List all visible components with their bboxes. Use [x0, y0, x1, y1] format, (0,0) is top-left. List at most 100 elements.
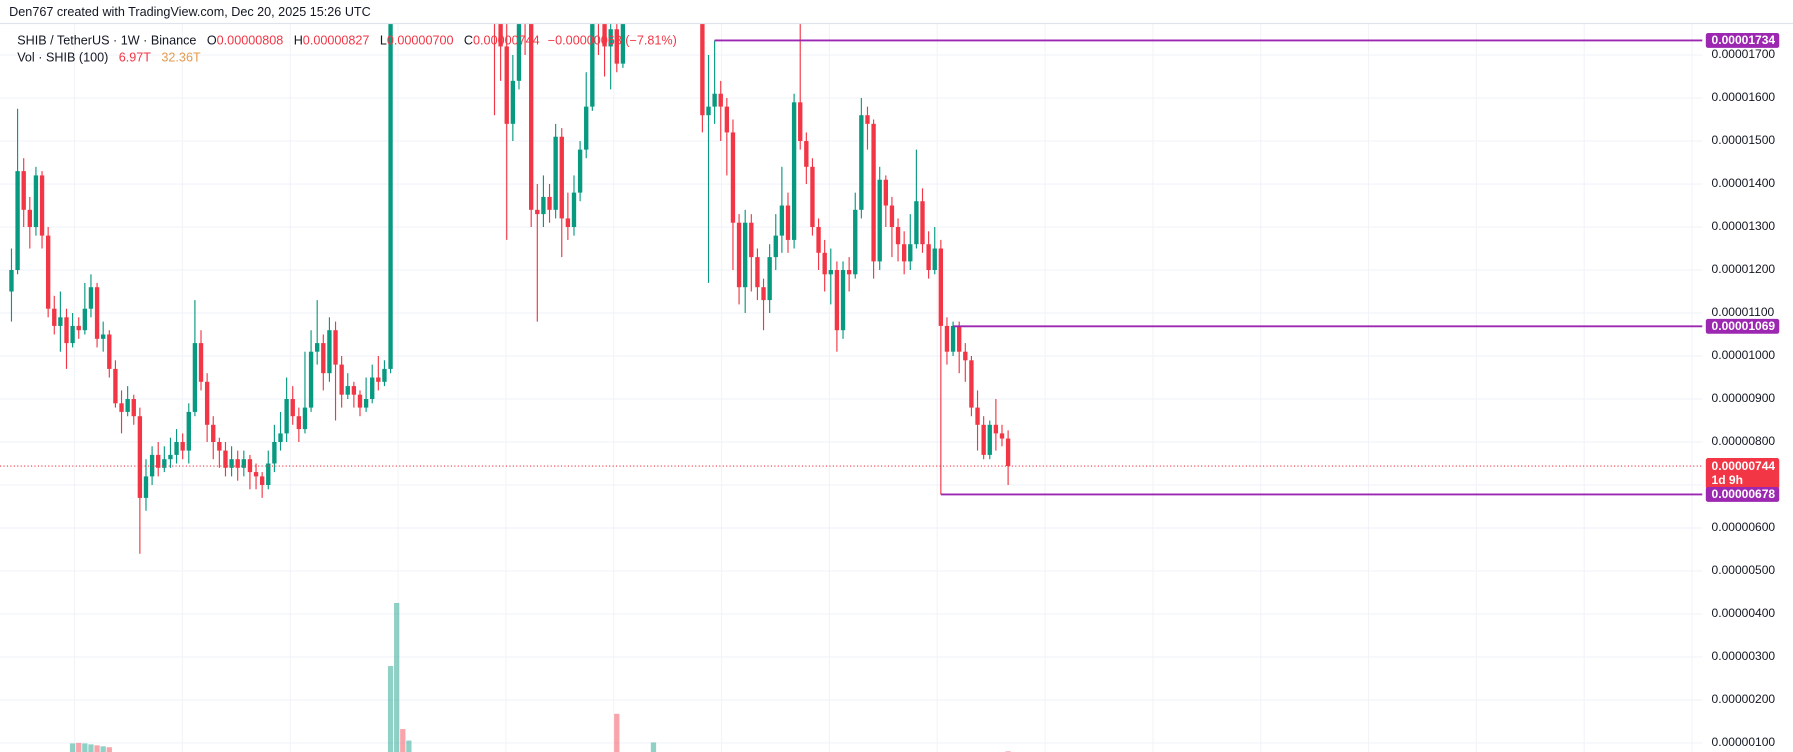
- volume-bar: [387, 666, 394, 752]
- candle-body: [938, 248, 944, 326]
- candle-body: [620, 24, 626, 64]
- candle-body: [791, 102, 797, 240]
- volume-bar: [82, 743, 88, 752]
- volume-bar: [614, 713, 620, 752]
- candle-body: [64, 317, 69, 344]
- candle-body: [247, 459, 253, 473]
- candle-body: [950, 325, 956, 352]
- candle-body: [908, 244, 913, 262]
- candle-body: [895, 227, 901, 245]
- candle-body: [198, 343, 204, 382]
- candle-body: [969, 360, 974, 408]
- candle-body: [926, 244, 931, 271]
- high-value: 0.00000827: [303, 34, 370, 48]
- candle-body: [253, 472, 259, 477]
- volume-value: 6.97T: [119, 51, 152, 65]
- candle-body: [779, 205, 785, 236]
- y-tick-label: 0.00000300: [1712, 649, 1776, 663]
- y-tick-label: 0.00001400: [1712, 176, 1776, 190]
- candle-body: [70, 325, 75, 344]
- candle-body: [798, 102, 803, 142]
- y-tick-label: 0.00001100: [1712, 305, 1775, 319]
- candle-body: [27, 209, 32, 228]
- candle-body: [510, 80, 516, 124]
- level-label: 0.00001069: [1712, 319, 1776, 333]
- candle-body: [174, 441, 179, 455]
- low-value: 0.00000700: [387, 34, 454, 48]
- candle-body: [944, 325, 950, 352]
- candle-body: [553, 136, 558, 210]
- volume-bar: [88, 744, 94, 752]
- candle-body: [547, 196, 552, 210]
- y-tick-label: 0.00000600: [1712, 520, 1776, 534]
- candle-body: [865, 115, 870, 124]
- volume-bar: [106, 747, 112, 752]
- candle-body: [963, 351, 968, 361]
- volume-ma: 32.36T: [161, 51, 201, 65]
- volume-bar: [100, 746, 106, 752]
- close-value: 0.00000744: [473, 34, 540, 48]
- candle-body: [932, 248, 937, 271]
- y-tick-label: 0.00000400: [1712, 606, 1776, 620]
- open-value: 0.00000808: [217, 34, 284, 48]
- candle-body: [724, 106, 730, 133]
- candle-body: [180, 441, 185, 451]
- candle-body: [101, 334, 106, 339]
- candle-body: [773, 235, 778, 258]
- candle-body: [981, 424, 986, 455]
- change-value: −0.00000063 (−7.81%): [548, 34, 677, 48]
- candle-body: [608, 29, 613, 47]
- candle-body: [999, 433, 1005, 439]
- candle-body: [94, 287, 100, 339]
- y-tick-label: 0.00000500: [1712, 563, 1776, 577]
- candle-body: [327, 330, 332, 374]
- candle-body: [45, 235, 51, 309]
- candle-body: [602, 24, 607, 47]
- candle-body: [33, 175, 39, 228]
- candle-body: [577, 149, 583, 193]
- candle-body: [388, 24, 393, 369]
- volume-bar: [394, 602, 400, 752]
- candle-body: [52, 308, 57, 326]
- candle-body: [822, 252, 827, 275]
- y-tick-label: 0.00001200: [1712, 262, 1776, 276]
- candle-body: [846, 270, 852, 275]
- candle-body: [828, 270, 833, 275]
- volume-bar: [650, 742, 657, 752]
- volume-bar: [94, 745, 100, 752]
- candle-body: [767, 257, 772, 301]
- credit: Den767 created with TradingView.com, Dec…: [9, 5, 371, 19]
- y-tick-label: 0.00000900: [1712, 391, 1776, 405]
- candle-body: [333, 330, 338, 365]
- y-tick-label: 0.00001300: [1712, 219, 1776, 233]
- candle-body: [370, 377, 375, 400]
- candle-body: [761, 287, 766, 301]
- candle-body: [883, 179, 888, 206]
- candle-body: [535, 209, 540, 215]
- candle-body: [21, 171, 26, 210]
- candle-body: [785, 205, 791, 240]
- candle-body: [272, 441, 277, 464]
- candle-body: [266, 463, 271, 485]
- last-price-tag: [1705, 458, 1780, 490]
- candle-body: [840, 270, 846, 331]
- candle-body: [718, 93, 723, 107]
- candle-body: [834, 270, 840, 331]
- candle-body: [363, 399, 369, 408]
- candle-body: [235, 459, 240, 468]
- candle-body: [743, 222, 748, 288]
- candle-body: [920, 201, 925, 245]
- volume-legend: Vol · SHIB (100) 6.97T 32.36T: [17, 51, 201, 65]
- volume-bar: [406, 740, 412, 752]
- candle-body: [339, 364, 344, 395]
- candle-body: [76, 325, 81, 331]
- candle-body: [975, 407, 980, 425]
- last-price-label: 0.00000744: [1712, 459, 1776, 473]
- candle-body: [9, 270, 14, 292]
- candle-body: [321, 343, 326, 374]
- symbol: SHIB / TetherUS · 1W · Binance: [17, 34, 196, 48]
- level-tag: [1705, 32, 1780, 48]
- candle-body: [278, 433, 283, 442]
- candle-body: [816, 227, 821, 253]
